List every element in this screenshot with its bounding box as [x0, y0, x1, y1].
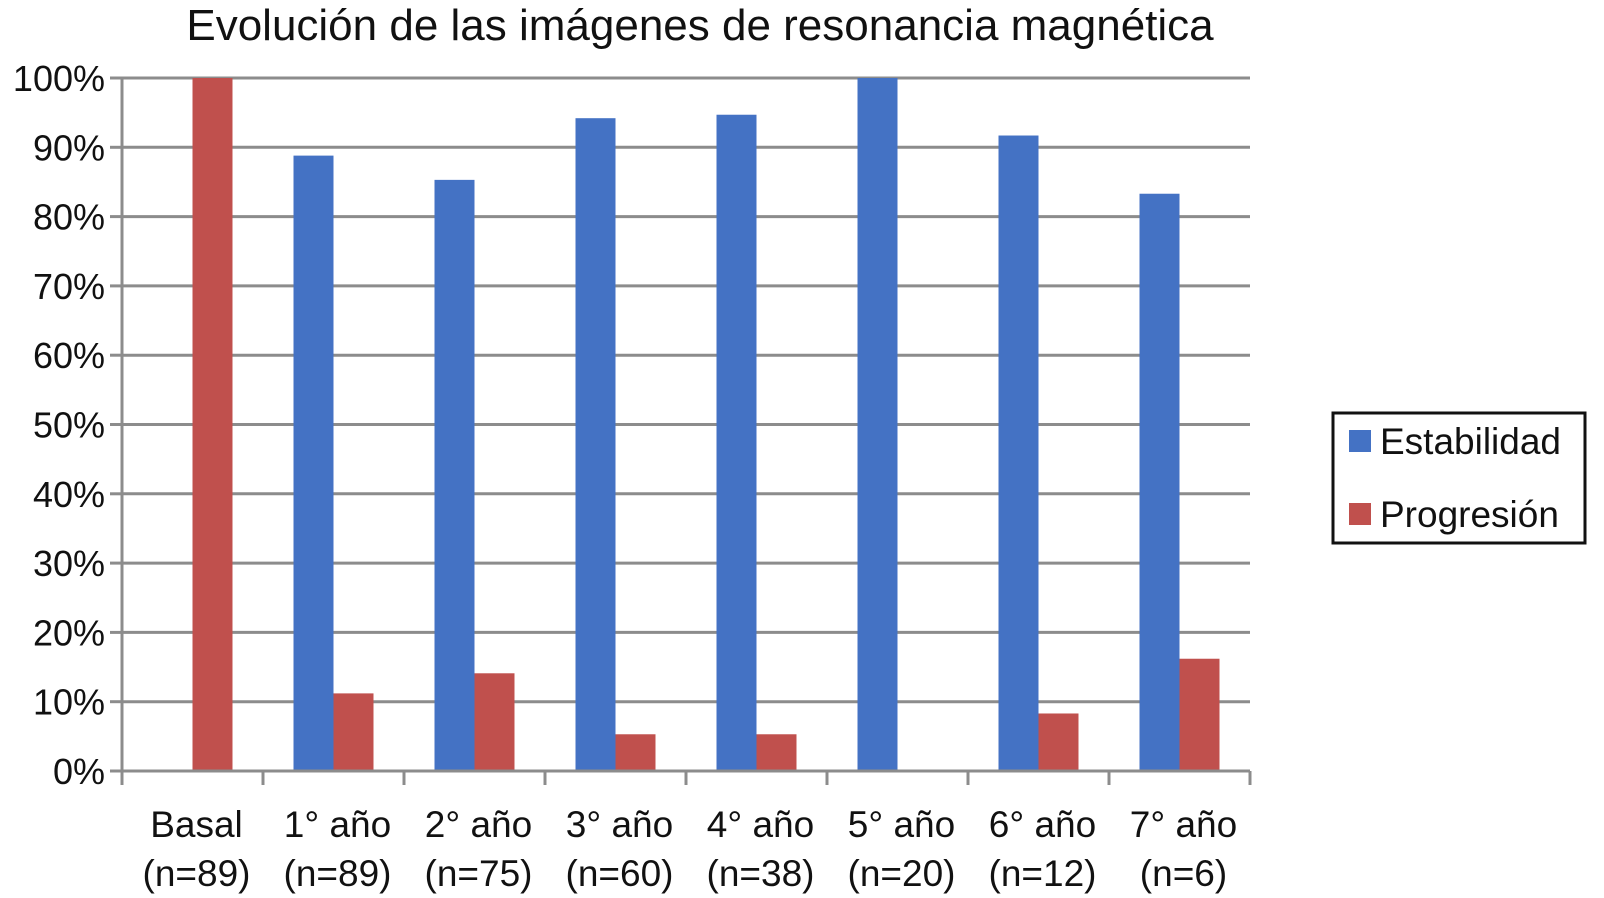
y-tick-label: 40% [33, 474, 105, 515]
y-tick-label: 0% [53, 751, 105, 792]
y-tick-label: 10% [33, 682, 105, 723]
bar-progresi-n [1038, 713, 1079, 771]
x-tick-label: 6° año [989, 804, 1096, 845]
bar-progresi-n [615, 734, 656, 771]
y-tick-label: 30% [33, 543, 105, 584]
y-tick-label: 50% [33, 405, 105, 446]
x-tick-label-n: (n=60) [566, 853, 674, 894]
x-tick-label: 4° año [707, 804, 814, 845]
legend-swatch [1349, 503, 1371, 525]
bar-estabilidad [857, 78, 898, 771]
axes [120, 78, 1252, 785]
y-tick-label: 90% [33, 127, 105, 168]
legend: Estabilidad Progresión [1331, 411, 1587, 545]
x-tick-label-n: (n=6) [1140, 853, 1227, 894]
bar-estabilidad [575, 118, 616, 772]
y-tick-label: 60% [33, 335, 105, 376]
legend-box [1331, 411, 1587, 545]
x-tick-label: 5° año [848, 804, 955, 845]
x-tick-label: Basal [150, 804, 243, 845]
x-tick-label-n: (n=75) [425, 853, 533, 894]
bar-estabilidad [1139, 193, 1180, 771]
legend-swatch [1349, 430, 1371, 452]
bar-estabilidad [434, 179, 475, 772]
x-tick-label-n: (n=38) [707, 853, 815, 894]
x-axis-labels: Basal (n=89) 1° año (n=89) 2° año (n=75) 3° añ… [143, 804, 1238, 894]
bar-progresi-n [1179, 658, 1220, 771]
gridlines [122, 76, 1250, 704]
y-tick-label: 100% [13, 58, 105, 99]
bar-progresi-n [192, 78, 233, 771]
y-axis-ticks: 0% 10% 20% 30% 40% 50% 60% 70% 80% 90% 100% [13, 58, 122, 792]
y-tick-label: 80% [33, 197, 105, 238]
x-tick-label: 2° año [425, 804, 532, 845]
bar-progresi-n [756, 734, 797, 771]
x-tick-label-n: (n=89) [143, 853, 251, 894]
y-tick-label: 20% [33, 612, 105, 653]
bar-estabilidad [293, 155, 334, 772]
x-tick-label-n: (n=20) [848, 853, 956, 894]
bar-progresi-n [474, 673, 515, 771]
bars [192, 78, 1220, 772]
chart-title: Evolución de las imágenes de resonancia … [186, 1, 1214, 50]
x-tick-label-n: (n=12) [989, 853, 1097, 894]
legend-label: Progresión [1380, 494, 1559, 535]
x-tick-label: 3° año [566, 804, 673, 845]
x-tick-label: 7° año [1130, 804, 1237, 845]
x-tick-label: 1° año [284, 804, 391, 845]
bar-estabilidad [716, 114, 757, 771]
y-tick-label: 70% [33, 266, 105, 307]
x-tick-label-n: (n=89) [284, 853, 392, 894]
legend-label: Estabilidad [1380, 421, 1561, 462]
bar-estabilidad [998, 135, 1039, 772]
bar-progresi-n [333, 693, 374, 771]
